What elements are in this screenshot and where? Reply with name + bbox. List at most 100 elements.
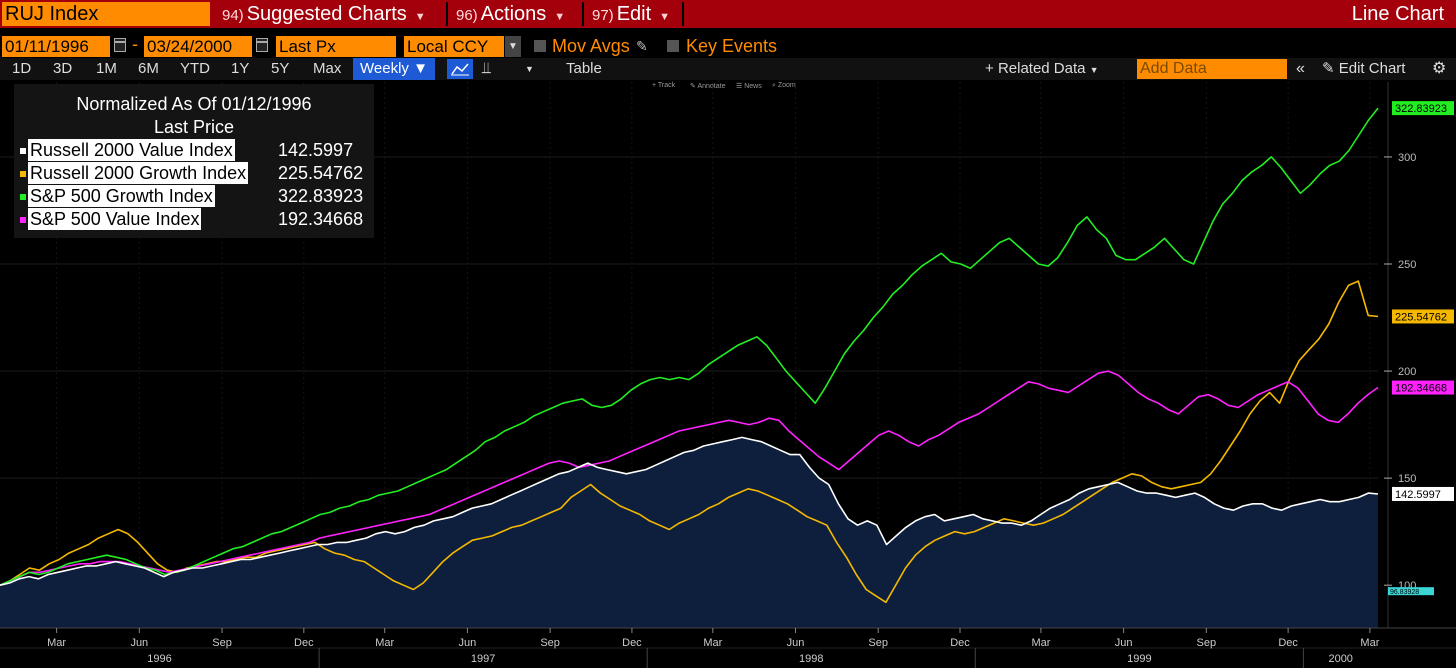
news-label: News (744, 83, 762, 90)
x-axis-month-label: Jun (130, 637, 148, 649)
legend-series-name: S&P 500 Value Index (28, 208, 202, 230)
y-axis-tick-label: 150 (1398, 473, 1416, 485)
related-data-label: Related Data (997, 60, 1086, 77)
plus-icon: + (985, 60, 994, 77)
track-label: Track (657, 82, 676, 89)
x-axis-month-label: Dec (1278, 637, 1298, 649)
legend-swatch (20, 194, 26, 201)
x-axis-year-label: 1998 (799, 653, 823, 665)
series-line-value_r2 (0, 436, 1379, 586)
series-line-growth_sp (0, 107, 1379, 586)
table-button[interactable]: Table (566, 60, 602, 77)
x-axis-month-label: Sep (212, 637, 232, 649)
line-chart-glyph (451, 63, 469, 76)
x-axis-month-label: Sep (540, 637, 560, 649)
legend-series-name: S&P 500 Growth Index (28, 185, 215, 207)
start-date-input[interactable]: 01/11/1996 (2, 36, 110, 57)
zoom-tool[interactable]: ⌕ Zoom (772, 82, 796, 89)
x-axis-month-label: Jun (459, 637, 477, 649)
chevron-down-icon[interactable]: ▼ (505, 36, 521, 57)
legend-series-name: Russell 2000 Value Index (28, 139, 235, 161)
suggested-charts-menu[interactable]: 94) Suggested Charts ▼ (222, 0, 426, 28)
x-axis-year-label: 1996 (147, 653, 171, 665)
x-axis-month-label: Jun (787, 637, 805, 649)
legend-title: Normalized As Of 01/12/1996 (76, 94, 312, 114)
x-axis-month-label: Mar (1031, 637, 1050, 649)
edit-chart-button[interactable]: ✎ Edit Chart (1322, 58, 1405, 80)
x-axis-year-label: 2000 (1328, 653, 1352, 665)
menu-number: 96) (456, 7, 478, 24)
range-ytd[interactable]: YTD (180, 60, 210, 77)
currency-select[interactable]: Local CCY (404, 36, 504, 57)
calendar-icon[interactable] (256, 38, 268, 52)
last-value-tag-label: 142.5997 (1395, 489, 1441, 501)
key-events-checkbox[interactable] (667, 40, 679, 52)
caret-down-icon: ▼ (414, 11, 426, 23)
range-5y[interactable]: 5Y (271, 60, 290, 77)
legend-series-name: Russell 2000 Growth Index (28, 162, 249, 184)
legend-item-russell-2000-growth[interactable]: Russell 2000 Growth Index 225.54762 (20, 162, 363, 184)
collapse-icon[interactable]: « (1296, 60, 1305, 77)
news-tool[interactable]: ☰ News (736, 83, 762, 90)
legend-series-value: 192.34668 (278, 209, 364, 229)
pencil-icon: ✎ (1322, 60, 1335, 77)
range-6m[interactable]: 6M (138, 60, 159, 77)
x-axis-month-label: Mar (47, 637, 66, 649)
x-axis-month-label: Jun (1115, 637, 1133, 649)
price-field-select[interactable]: Last Px (276, 36, 396, 57)
annotate-tool[interactable]: ✎ Annotate (690, 83, 726, 90)
x-axis-year-label: 1999 (1127, 653, 1151, 665)
gear-icon[interactable]: ⚙ (1432, 60, 1447, 77)
caret-down-icon: ▼ (1089, 65, 1099, 75)
x-axis-year-label: 1997 (471, 653, 495, 665)
ticker-input[interactable]: RUJ Index (2, 2, 210, 26)
area-fill-value_r2 (0, 437, 1378, 628)
end-date-input[interactable]: 03/24/2000 (144, 36, 252, 57)
legend-swatch (20, 217, 26, 224)
range-1m[interactable]: 1M (96, 60, 117, 77)
range-3d[interactable]: 3D (53, 60, 73, 77)
edit-menu[interactable]: 97) Edit ▼ (592, 0, 670, 28)
range-1y[interactable]: 1Y (231, 60, 250, 77)
x-axis-month-label: Sep (1197, 637, 1217, 649)
base-value-tag-bg (1388, 587, 1434, 596)
legend-item-russell-2000-value[interactable]: Russell 2000 Value Index 142.5997 (20, 139, 353, 161)
menu-label: Edit (616, 3, 652, 25)
menu-number: 97) (592, 7, 614, 24)
legend-item-sp500-growth[interactable]: S&P 500 Growth Index 322.83923 (20, 185, 363, 207)
range-max[interactable]: Max (313, 60, 342, 77)
calendar-icon[interactable] (114, 38, 126, 52)
range-1d[interactable]: 1D (12, 60, 32, 77)
x-axis-month-label: Dec (950, 637, 970, 649)
last-value-tag-bg (1392, 380, 1454, 395)
caret-down-icon[interactable]: ▼ (525, 64, 534, 74)
key-events-label[interactable]: Key Events (686, 36, 778, 56)
menu-label: Actions (480, 3, 547, 25)
add-data-input[interactable]: Add Data (1137, 59, 1287, 79)
frequency-select[interactable]: Weekly ▼ (353, 58, 435, 80)
actions-menu[interactable]: 96) Actions ▼ (456, 0, 565, 28)
related-data-button[interactable]: + Related Data ▼ (985, 58, 1099, 80)
legend-swatch (20, 148, 26, 155)
bar-chart-icon[interactable]: ⫫ (482, 60, 491, 77)
series-line-growth_r2 (0, 280, 1379, 604)
title-bar (0, 0, 1456, 28)
chart-legend: Normalized As Of 01/12/1996 Last Price R… (14, 84, 374, 238)
track-tool[interactable]: + Track (652, 82, 676, 89)
legend-swatch (20, 171, 26, 178)
x-axis-month-label: Mar (375, 637, 394, 649)
menu-number: 94) (222, 7, 244, 24)
legend-series-value: 142.5997 (278, 140, 354, 160)
mov-avgs-label[interactable]: Mov Avgs (552, 36, 630, 56)
annotate-label: Annotate (697, 83, 726, 90)
line-chart-icon[interactable] (447, 59, 473, 79)
last-value-tag-bg (1392, 101, 1454, 116)
chart-type-title: Line Chart (1351, 3, 1444, 25)
pencil-icon[interactable]: ✎ (636, 38, 648, 54)
legend-item-sp500-value[interactable]: S&P 500 Value Index 192.34668 (20, 208, 363, 230)
mov-avgs-checkbox[interactable] (534, 40, 546, 52)
caret-down-icon: ▼ (554, 11, 566, 23)
last-value-tag-bg (1392, 309, 1454, 324)
frequency-label: Weekly (360, 60, 409, 77)
